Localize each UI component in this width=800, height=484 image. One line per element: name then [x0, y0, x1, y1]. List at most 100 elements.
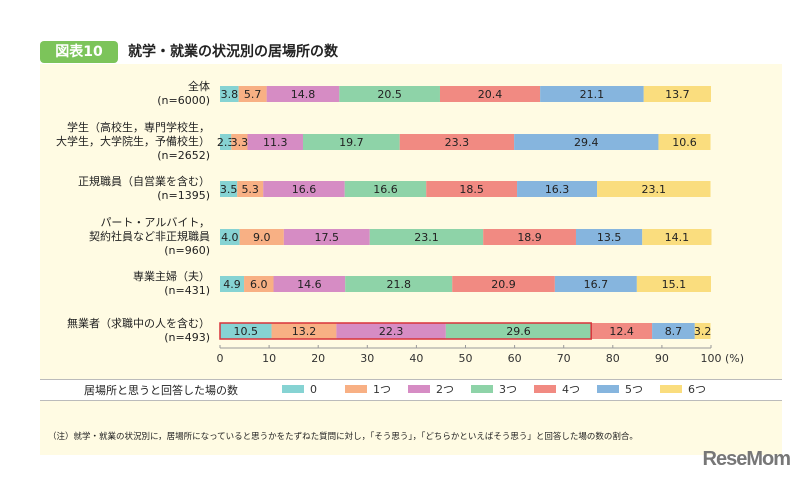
data-label: 14.6	[297, 278, 322, 291]
data-label: 12.4	[609, 325, 634, 338]
data-label: 10.6	[672, 136, 697, 149]
bar-segment	[597, 181, 711, 197]
x-tick-label: 0	[217, 352, 224, 365]
data-label: 17.5	[315, 231, 340, 244]
bar-segment	[575, 229, 643, 245]
bar-segment	[336, 323, 446, 339]
x-tick-label: 50	[459, 352, 473, 365]
bar-segment	[238, 86, 267, 102]
row-label: 学生（高校生，専門学校生， 大学生，大学院生，予備校生） (n=2652)	[56, 121, 210, 163]
bar-segment	[483, 229, 576, 245]
bar-segment	[220, 181, 238, 197]
row-label: 無業者（求職中の人を含む） (n=493)	[67, 317, 210, 345]
row-label: 全体 (n=6000)	[157, 80, 210, 108]
bar-segment	[220, 134, 232, 150]
figure-badge: 図表10	[40, 41, 118, 63]
data-label: 29.6	[506, 325, 531, 338]
data-label: 13.7	[665, 88, 690, 101]
data-label: 3.3	[231, 136, 249, 149]
bar-segment	[452, 276, 555, 292]
row-label: 専業主婦（夫） (n=431)	[133, 270, 210, 298]
data-label: 18.5	[459, 183, 484, 196]
data-label: 14.8	[291, 88, 316, 101]
x-tick-label: 20	[311, 352, 325, 365]
legend-label: 2つ	[436, 383, 454, 396]
x-tick-label: 60	[508, 352, 522, 365]
x-tick-label: 40	[409, 352, 423, 365]
x-tick-label: 90	[655, 352, 669, 365]
data-label: 16.7	[584, 278, 609, 291]
bar-segment	[658, 134, 711, 150]
legend-label: 5つ	[625, 383, 643, 396]
data-label: 21.1	[580, 88, 605, 101]
row-label-line: (n=960)	[164, 244, 210, 257]
bar-segment	[237, 181, 264, 197]
x-axis-unit: (%)	[725, 352, 744, 365]
bar-segment	[271, 323, 337, 339]
row-label-line: 正規職員（自営業を含む）	[78, 175, 210, 188]
bar-segment	[247, 134, 303, 150]
x-tick-label: 80	[606, 352, 620, 365]
data-label: 3.2	[694, 325, 712, 338]
data-label: 22.3	[379, 325, 404, 338]
row-label-line: 契約社員など非正規職員	[89, 230, 210, 243]
bar-segment	[266, 86, 340, 102]
data-label: 5.3	[241, 183, 259, 196]
legend-swatch	[534, 385, 556, 393]
bar-segment	[220, 229, 240, 245]
bar-segment	[302, 134, 400, 150]
bar-segment	[643, 86, 711, 102]
legend-label: 1つ	[373, 383, 391, 396]
x-tick-label: 100	[701, 352, 722, 365]
bar-segment	[591, 323, 653, 339]
bar-segment	[344, 181, 427, 197]
data-label: 3.8	[221, 88, 239, 101]
data-label: 5.7	[244, 88, 262, 101]
resemom-logo: ReseMom	[702, 448, 791, 470]
data-label: 9.0	[253, 231, 271, 244]
data-label: 16.3	[545, 183, 570, 196]
bar-segment	[517, 181, 598, 197]
data-label: 21.8	[386, 278, 411, 291]
data-label: 11.3	[263, 136, 288, 149]
row-label-line: 大学生，大学院生，予備校生）	[56, 135, 210, 148]
bar-segment	[426, 181, 518, 197]
row-label-line: (n=2652)	[157, 149, 210, 162]
bar-segment	[445, 323, 592, 339]
data-label: 10.5	[234, 325, 259, 338]
bar-segment	[273, 276, 346, 292]
highlight-box	[219, 322, 592, 340]
footnote: （注）就学・就業の状況別に，居場所になっていると思うかをたずねた質問に対し，「そ…	[48, 432, 638, 442]
x-tick-label: 10	[262, 352, 276, 365]
data-label: 6.0	[250, 278, 268, 291]
data-label: 16.6	[292, 183, 317, 196]
legend-swatch	[408, 385, 430, 393]
bar-segment	[642, 229, 712, 245]
data-label: 29.4	[574, 136, 599, 149]
data-label: 2.3	[217, 136, 235, 149]
data-label: 23.1	[642, 183, 667, 196]
bar-segment	[339, 86, 440, 102]
data-label: 19.7	[339, 136, 364, 149]
data-label: 8.7	[665, 325, 683, 338]
bar-segment	[220, 276, 245, 292]
row-label-line: 無業者（求職中の人を含む）	[67, 317, 210, 330]
row-label-line: (n=493)	[164, 331, 210, 344]
data-label: 13.5	[597, 231, 622, 244]
legend-title: 居場所と思うと回答した場の数	[84, 384, 238, 397]
bar-segment	[652, 323, 695, 339]
legend-label: 6つ	[688, 383, 706, 396]
legend-swatch	[282, 385, 304, 393]
row-label: パート・アルバイト， 契約社員など非正規職員 (n=960)	[89, 216, 210, 258]
legend-label: 4つ	[562, 383, 580, 396]
row-label-line: 専業主婦（夫）	[133, 270, 210, 283]
bar-segment	[231, 134, 248, 150]
bar-segment	[345, 276, 453, 292]
x-tick-label: 70	[557, 352, 571, 365]
data-label: 20.4	[478, 88, 503, 101]
x-tick-label: 30	[360, 352, 374, 365]
legend-swatch	[471, 385, 493, 393]
row-label: 正規職員（自営業を含む） (n=1395)	[78, 175, 210, 203]
legend-swatch	[345, 385, 367, 393]
